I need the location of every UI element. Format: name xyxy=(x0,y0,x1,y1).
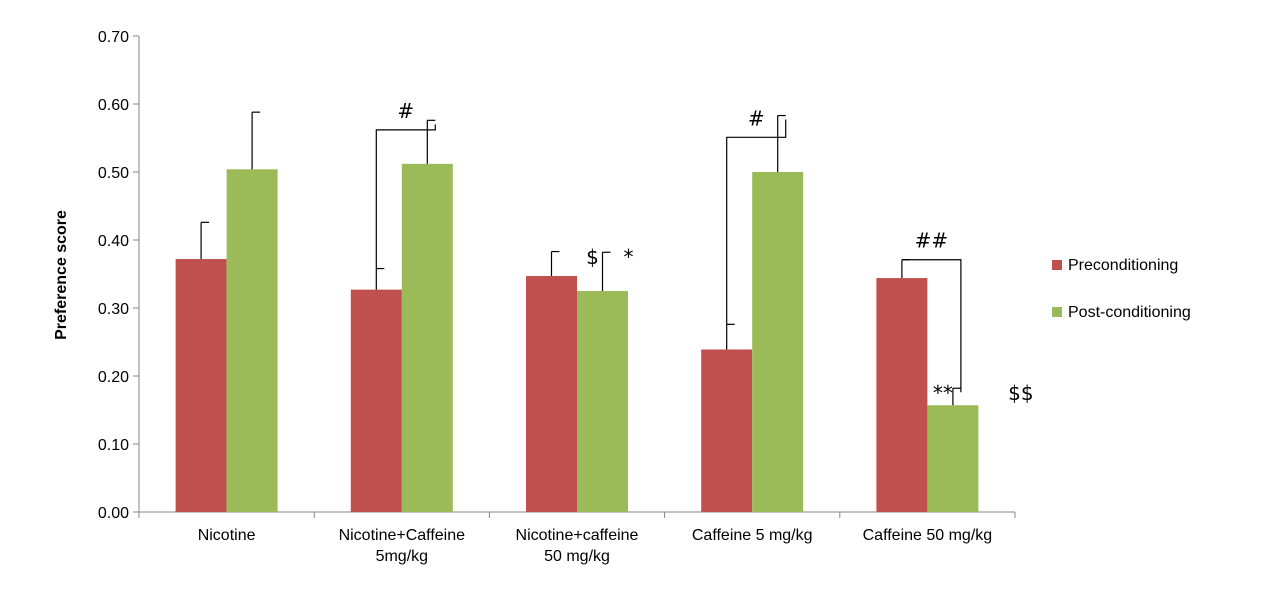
legend-swatch xyxy=(1052,260,1062,270)
axes: 0.00 0.10 0.20 0.30 0.40 0.50 0.60 0.70 Nicotine… xyxy=(98,29,1016,565)
x-tick-label: 5mg/kg xyxy=(376,548,428,565)
x-tick-label: Caffeine 50 mg/kg xyxy=(863,527,993,544)
significance-bracket xyxy=(726,119,787,325)
significance-mark: $ xyxy=(586,245,599,269)
x-tick-label: Nicotine+caffeine xyxy=(516,527,639,544)
y-tick-label: 0.30 xyxy=(98,301,129,318)
y-axis-label: Preference score xyxy=(53,210,70,340)
bar-post-conditioning xyxy=(927,405,979,512)
bar-post-conditioning xyxy=(226,169,278,512)
significance-bracket xyxy=(375,124,436,269)
legend-label: Post-conditioning xyxy=(1068,304,1191,321)
legend-label: Preconditioning xyxy=(1068,257,1178,274)
significance-mark: * xyxy=(624,245,634,269)
y-tick-label: 0.00 xyxy=(98,505,129,522)
significance-mark: # xyxy=(397,99,414,123)
x-tick-label: Nicotine xyxy=(198,527,256,544)
x-tick-label: 50 mg/kg xyxy=(544,548,610,565)
legend: Preconditioning Post-conditioning xyxy=(1052,257,1191,321)
bar-preconditioning xyxy=(701,349,753,512)
bars xyxy=(175,111,979,512)
bar-preconditioning xyxy=(350,289,402,512)
bar-preconditioning xyxy=(876,278,928,512)
x-tick-label: Nicotine+Caffeine xyxy=(339,527,466,544)
bar-post-conditioning xyxy=(401,163,453,512)
bar-post-conditioning xyxy=(752,172,804,512)
significance-mark: ## xyxy=(915,229,949,253)
significance-bracket xyxy=(901,259,962,393)
x-tick-label: Caffeine 5 mg/kg xyxy=(692,527,813,544)
y-tick-label: 0.10 xyxy=(98,437,129,454)
y-tick-label: 0.20 xyxy=(98,369,129,386)
significance-mark: $$ xyxy=(1008,381,1033,405)
bar-preconditioning xyxy=(526,276,577,512)
y-tick-label: 0.70 xyxy=(98,29,129,46)
y-tick-label: 0.50 xyxy=(98,165,129,182)
y-tick-label: 0.40 xyxy=(98,233,129,250)
bar-preconditioning xyxy=(175,259,227,512)
bar-post-conditioning xyxy=(577,291,628,512)
y-tick-label: 0.60 xyxy=(98,97,129,114)
significance-mark: ** xyxy=(933,381,953,405)
legend-swatch xyxy=(1052,307,1062,317)
annotations: #$ *###** $$ xyxy=(375,99,1034,405)
significance-mark: # xyxy=(748,106,765,130)
